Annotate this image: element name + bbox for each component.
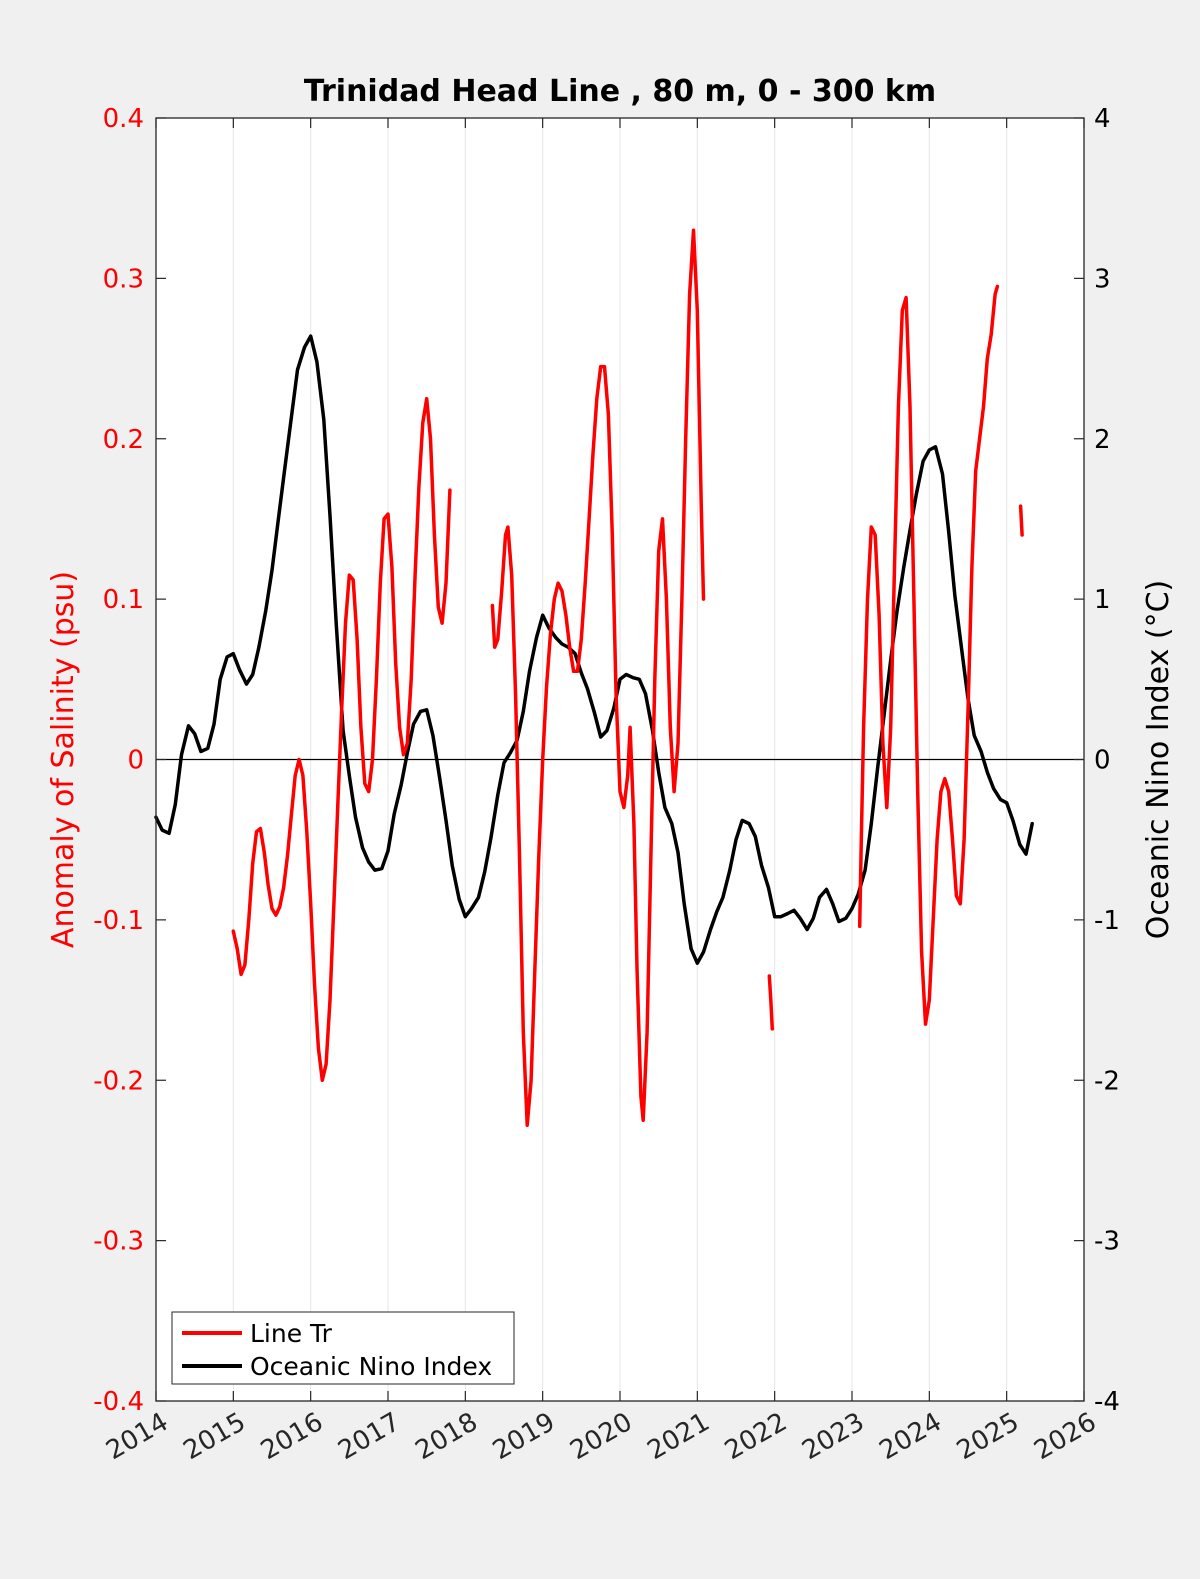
y-left-tick-label: -0.2 [93,1066,144,1096]
series-line-line-tr [767,974,775,1031]
y-left-tick-label: -0.4 [93,1387,144,1417]
y-left-tick-label: 0.2 [103,425,144,455]
series-line-line-tr [490,228,706,1127]
y-left-tick-label: 0 [127,746,144,776]
y-left-tick-label: 0.3 [103,264,144,294]
y-right-tick-label: 4 [1094,104,1111,134]
y-axis-right-label: Oceanic Nino Index (°C) [1141,580,1176,940]
legend-label-line-tr: Line Tr [250,1319,333,1348]
y-right-tick-label: 3 [1094,264,1111,294]
y-left-tick-label: -0.3 [93,1227,144,1257]
y-right-tick-label: -1 [1094,906,1120,936]
legend-box [171,1311,515,1385]
y-left-tick-label: -0.1 [93,906,144,936]
y-axis-left-label: Anomaly of Salinity (psu) [46,571,81,948]
y-left-tick-label: 0.1 [103,585,144,615]
legend-label-oni: Oceanic Nino Index [250,1352,492,1381]
y-right-tick-label: 0 [1094,746,1111,776]
series-line-line-tr [857,284,1000,1026]
y-right-tick-label: -2 [1094,1066,1120,1096]
y-left-tick-label: 0.4 [103,104,144,134]
y-right-tick-label: -4 [1094,1387,1120,1417]
y-right-tick-label: 1 [1094,585,1111,615]
series-line-line-tr [1018,504,1024,537]
legend: Line Tr Oceanic Nino Index [171,1311,515,1385]
series-line-line-tr [231,396,452,1083]
data-lines [154,228,1034,1127]
y-right-tick-label: -3 [1094,1227,1120,1257]
series-line-oceanic-nino-index [154,334,1034,965]
y-right-tick-label: 2 [1094,425,1111,455]
chart-title: Trinidad Head Line , 80 m, 0 - 300 km [304,74,936,109]
